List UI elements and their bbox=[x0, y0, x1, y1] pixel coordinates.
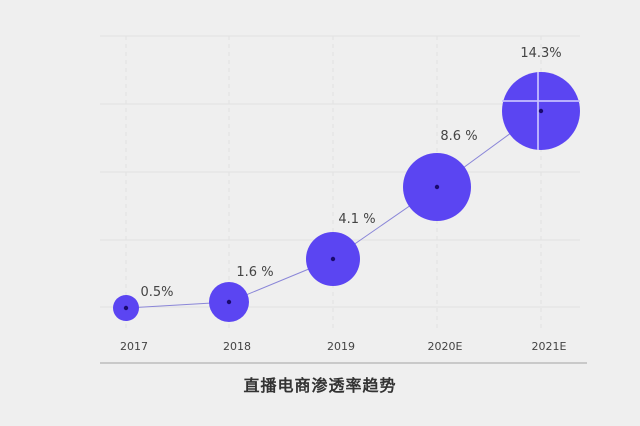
bubble-2017[interactable] bbox=[113, 295, 139, 321]
value-label: 1.6 % bbox=[236, 265, 273, 280]
bubble-center-dot bbox=[538, 108, 544, 114]
x-tick-label: 2017 bbox=[120, 340, 148, 353]
x-axis-tick-labels: 2017 2018 2019 2020E 2021E bbox=[120, 340, 567, 353]
value-labels: 0.5% 1.6 % 4.1 % 8.6 % 14.3% bbox=[140, 46, 561, 300]
bubble-2019[interactable] bbox=[306, 232, 360, 286]
bubble-center-dot bbox=[226, 299, 232, 305]
value-label: 4.1 % bbox=[338, 212, 375, 227]
bubble-2021E[interactable] bbox=[502, 72, 580, 150]
value-label: 14.3% bbox=[520, 46, 561, 61]
bubble-center-dot bbox=[123, 305, 129, 311]
x-tick-label: 2019 bbox=[327, 340, 355, 353]
bubble-center-dot bbox=[434, 184, 440, 190]
bubble-2018[interactable] bbox=[209, 282, 249, 322]
bubble-2020E[interactable] bbox=[403, 153, 471, 221]
horizontal-gridlines bbox=[100, 35, 580, 308]
x-tick-label: 2018 bbox=[223, 340, 251, 353]
value-label: 0.5% bbox=[140, 285, 173, 300]
x-tick-label: 2020E bbox=[428, 340, 463, 353]
x-tick-label: 2021E bbox=[532, 340, 567, 353]
chart-title: 直播电商渗透率趋势 bbox=[243, 376, 397, 395]
bubbles bbox=[113, 72, 580, 322]
bubble-center-dot bbox=[330, 256, 336, 262]
value-label: 8.6 % bbox=[440, 129, 477, 144]
